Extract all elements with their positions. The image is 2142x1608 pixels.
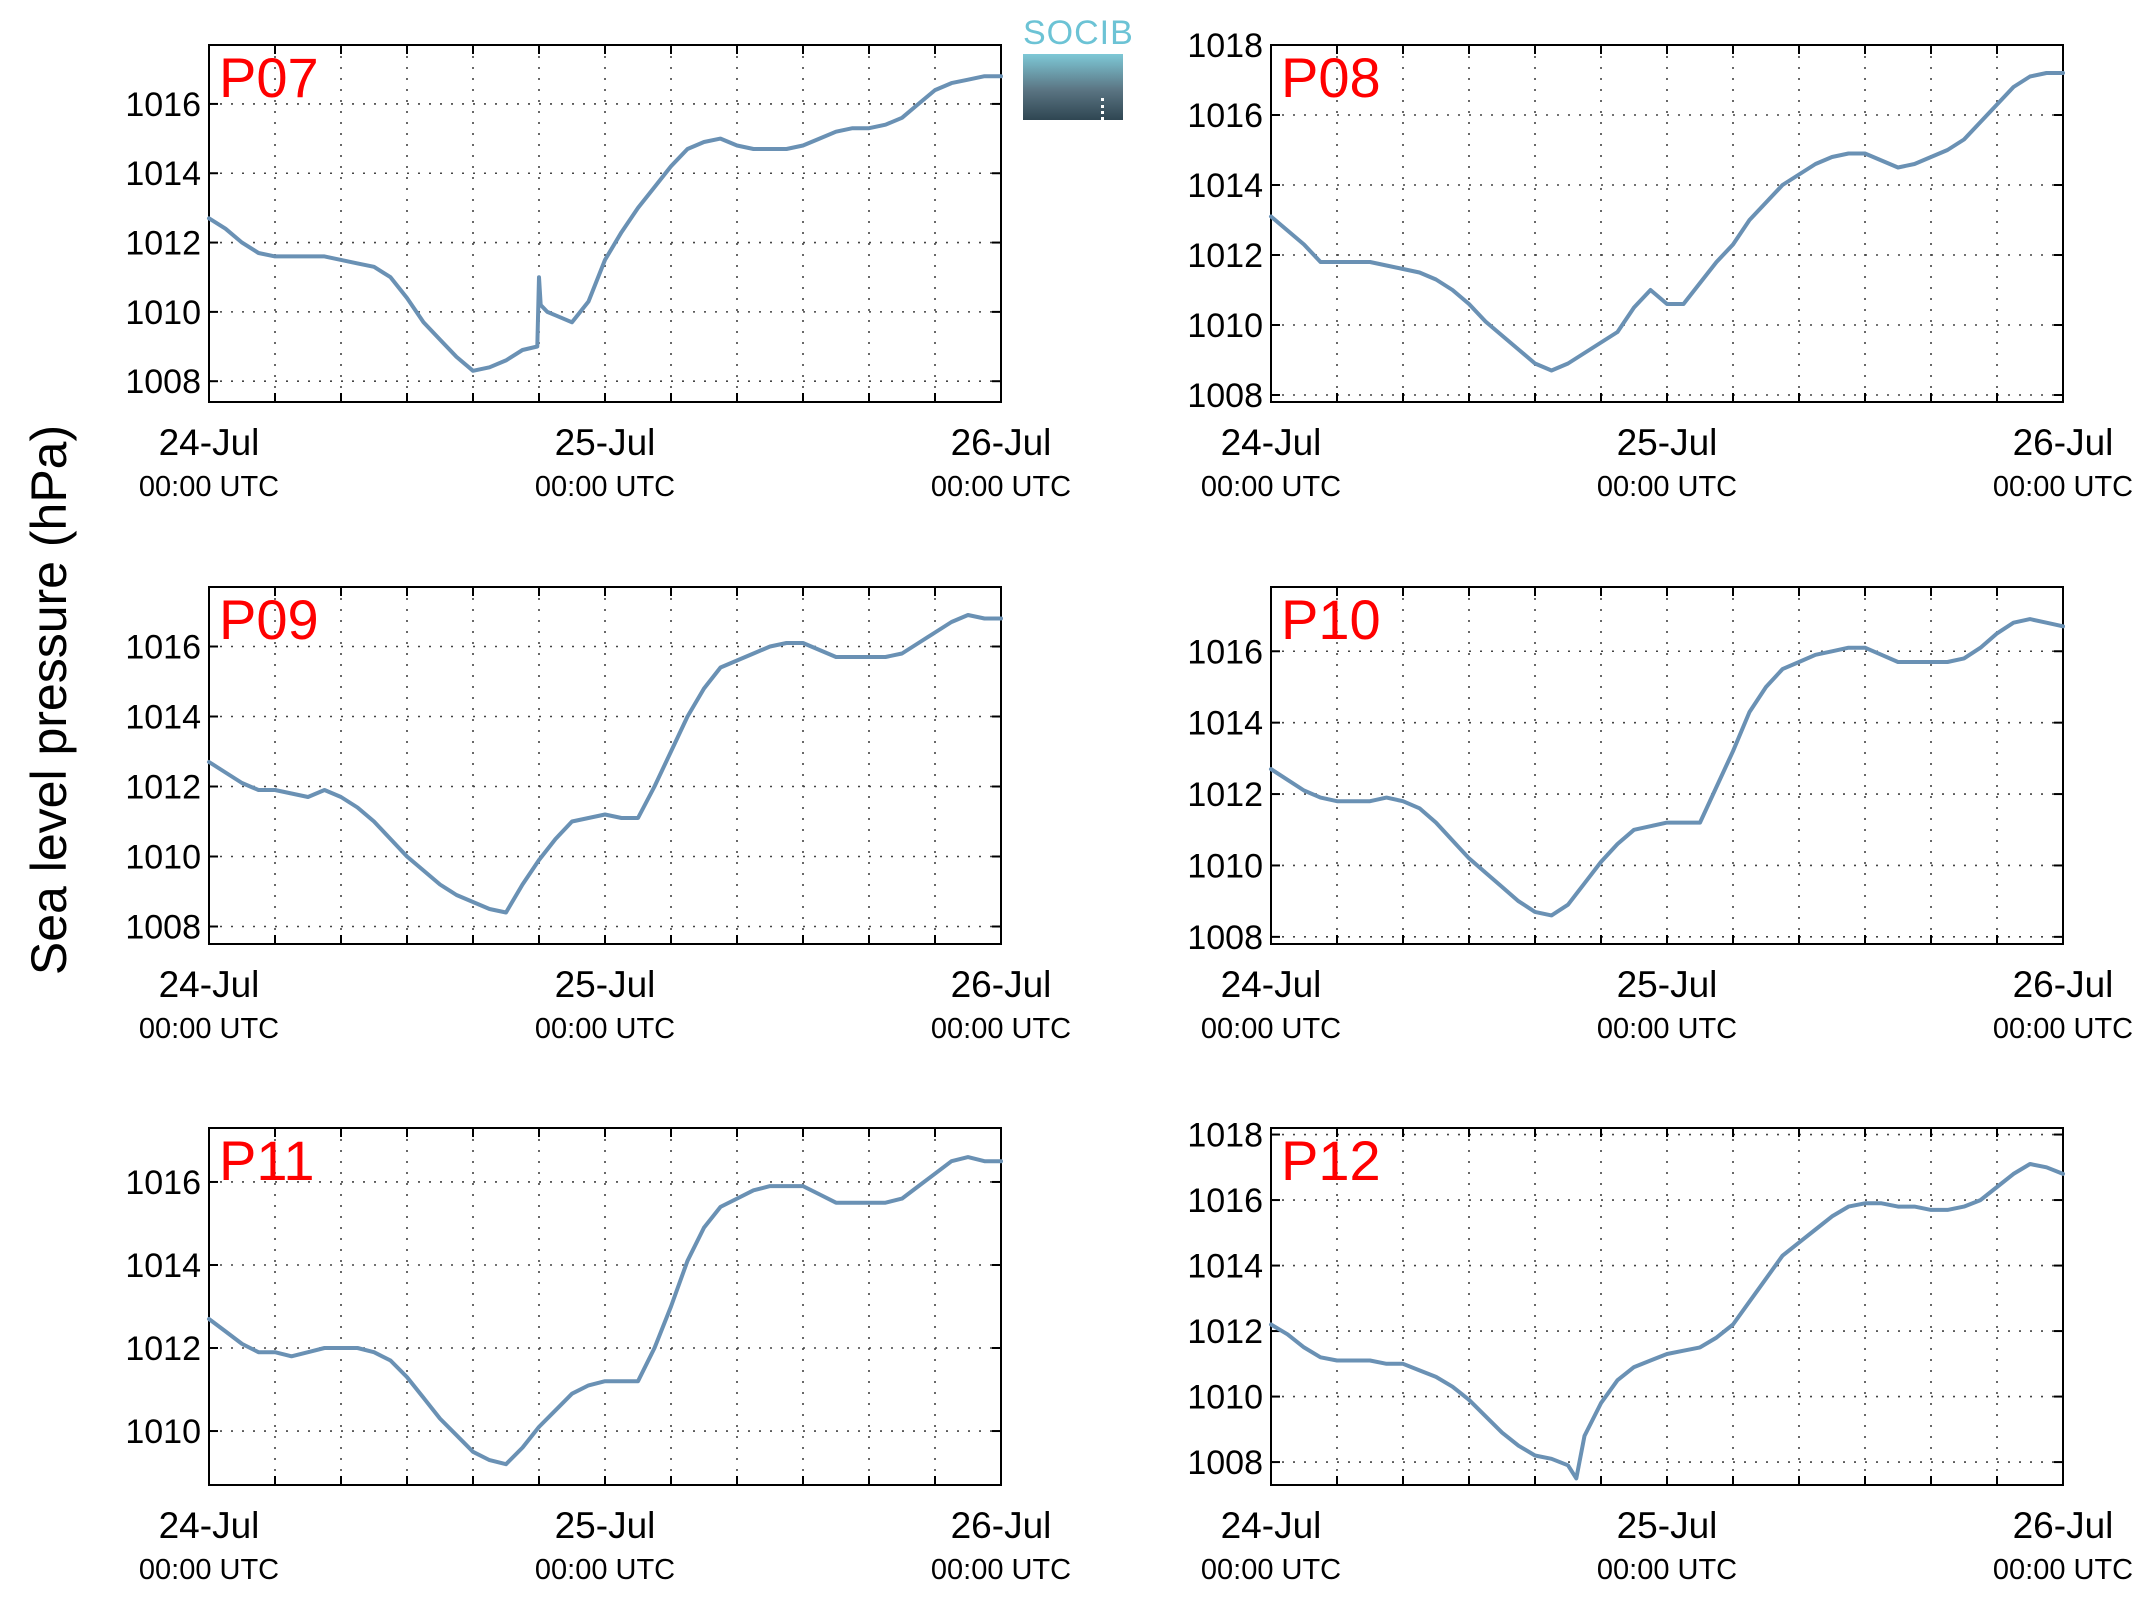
panel-label-p09: P09 [219, 588, 319, 651]
y-tick-label: 1016 [1187, 97, 1263, 135]
y-tick-label: 1016 [1187, 1182, 1263, 1220]
y-tick-label: 1008 [1187, 919, 1263, 957]
y-tick-label: 1010 [125, 1413, 201, 1451]
y-tick-label: 1018 [1187, 27, 1263, 65]
series-line-p10 [1269, 617, 2065, 918]
axes-frame [1270, 1127, 2064, 1486]
x-tick-label-date: 24-Jul [159, 1505, 260, 1546]
panel-label-p11: P11 [219, 1129, 314, 1192]
x-tick-label-date: 25-Jul [555, 422, 656, 463]
series-line-p09 [207, 613, 1003, 915]
y-tick-label: 1010 [125, 839, 201, 877]
x-tick-label-date: 24-Jul [1221, 964, 1322, 1005]
x-tick-label-date: 26-Jul [951, 422, 1052, 463]
y-tick-label: 1016 [125, 629, 201, 667]
x-tick-label-time: 00:00 UTC [1597, 1554, 1737, 1586]
y-tick-label: 1016 [125, 86, 201, 124]
series-line-p11 [207, 1155, 1003, 1467]
y-tick-label: 1014 [125, 1247, 201, 1285]
panel-label-p12: P12 [1281, 1129, 1381, 1192]
y-tick-label: 1012 [125, 1330, 201, 1368]
panel-p08: 1008 1010 1012 1014 1016 1018 24-Jul 00:00 UTC 2… [1187, 27, 2133, 503]
y-tick-label: 1016 [1187, 633, 1263, 671]
x-tick-label-time: 00:00 UTC [1201, 1554, 1341, 1586]
x-tick-label-date: 25-Jul [555, 964, 656, 1005]
x-tick-label-time: 00:00 UTC [139, 1554, 279, 1586]
y-tick-label: 1010 [125, 294, 201, 332]
socib-logo: SOCIB [1023, 14, 1134, 150]
panel-p07: 1008 1010 1012 1014 1016 24-Jul 00:00 UTC 25-Ju… [125, 44, 1071, 503]
panel-p12: 1008 1010 1012 1014 1016 1018 24-Jul 00:00 UTC 2… [1187, 1117, 2133, 1586]
x-tick-label-date: 26-Jul [951, 1505, 1052, 1546]
axes-frame [1270, 586, 2064, 945]
panel-label-p08: P08 [1281, 46, 1381, 109]
x-tick-label-date: 26-Jul [2013, 1505, 2114, 1546]
panel-p09: 1008 1010 1012 1014 1016 24-Jul 00:00 UTC 25-Ju… [125, 586, 1071, 1045]
y-tick-label: 1014 [1187, 705, 1263, 743]
x-tick-label-date: 24-Jul [1221, 422, 1322, 463]
socib-logo-graphic [1023, 54, 1123, 150]
y-tick-label: 1008 [1187, 1444, 1263, 1482]
x-tick-label-time: 00:00 UTC [535, 471, 675, 503]
x-tick-label-time: 00:00 UTC [139, 1013, 279, 1045]
x-tick-label-time: 00:00 UTC [535, 1554, 675, 1586]
y-tick-label: 1008 [125, 363, 201, 401]
socib-logo-text: SOCIB [1023, 14, 1134, 52]
y-tick-label: 1012 [125, 225, 201, 263]
x-tick-label-time: 00:00 UTC [1993, 471, 2133, 503]
x-tick-label-date: 25-Jul [1617, 422, 1718, 463]
panel-p10: 1008 1010 1012 1014 1016 24-Jul 00:00 UTC 25-Ju… [1187, 586, 2133, 1045]
y-tick-label: 1010 [1187, 1379, 1263, 1417]
y-tick-label: 1010 [1187, 847, 1263, 885]
axes-frame [208, 44, 1002, 403]
y-tick-label: 1008 [1187, 377, 1263, 415]
y-axis-label: Sea level pressure (hPa) [21, 425, 77, 975]
x-tick-label-date: 24-Jul [159, 964, 260, 1005]
x-tick-label-date: 26-Jul [951, 964, 1052, 1005]
x-tick-label-time: 00:00 UTC [931, 1013, 1071, 1045]
series-line-p07 [207, 74, 1003, 373]
axes-frame [1270, 44, 2064, 403]
y-tick-label: 1014 [125, 155, 201, 193]
x-tick-label-date: 24-Jul [1221, 1505, 1322, 1546]
y-tick-label: 1016 [125, 1164, 201, 1202]
x-tick-label-time: 00:00 UTC [1201, 471, 1341, 503]
y-tick-label: 1012 [1187, 1313, 1263, 1351]
x-tick-label-date: 26-Jul [2013, 422, 2114, 463]
y-tick-label: 1018 [1187, 1117, 1263, 1155]
x-tick-label-time: 00:00 UTC [1993, 1013, 2133, 1045]
series-line-p08 [1269, 71, 2065, 373]
x-tick-label-time: 00:00 UTC [1597, 471, 1737, 503]
y-tick-label: 1010 [1187, 307, 1263, 345]
x-tick-label-time: 00:00 UTC [1201, 1013, 1341, 1045]
y-tick-label: 1008 [125, 909, 201, 947]
y-tick-label: 1014 [1187, 167, 1263, 205]
y-tick-label: 1012 [1187, 776, 1263, 814]
chart-panels: 1008 1010 1012 1014 1016 24-Jul 00:00 UTC 25-Ju… [125, 27, 2133, 1586]
x-tick-label-time: 00:00 UTC [931, 471, 1071, 503]
y-tick-label: 1012 [1187, 237, 1263, 275]
y-tick-label: 1014 [1187, 1248, 1263, 1286]
x-tick-label-time: 00:00 UTC [1597, 1013, 1737, 1045]
x-tick-label-date: 25-Jul [1617, 964, 1718, 1005]
y-tick-label: 1012 [125, 769, 201, 807]
x-tick-label-time: 00:00 UTC [1993, 1554, 2133, 1586]
x-tick-label-time: 00:00 UTC [931, 1554, 1071, 1586]
x-tick-label-time: 00:00 UTC [535, 1013, 675, 1045]
y-tick-label: 1014 [125, 699, 201, 737]
series-line-p12 [1269, 1162, 2065, 1481]
x-tick-label-date: 26-Jul [2013, 964, 2114, 1005]
panel-label-p07: P07 [219, 46, 319, 109]
x-tick-label-date: 24-Jul [159, 422, 260, 463]
panel-label-p10: P10 [1281, 588, 1381, 651]
panel-p11: 1010 1012 1014 1016 24-Jul 00:00 UTC 25-Jul 00:… [125, 1127, 1071, 1586]
x-tick-label-time: 00:00 UTC [139, 471, 279, 503]
axes-frame [208, 586, 1002, 945]
x-tick-label-date: 25-Jul [1617, 1505, 1718, 1546]
x-tick-label-date: 25-Jul [555, 1505, 656, 1546]
